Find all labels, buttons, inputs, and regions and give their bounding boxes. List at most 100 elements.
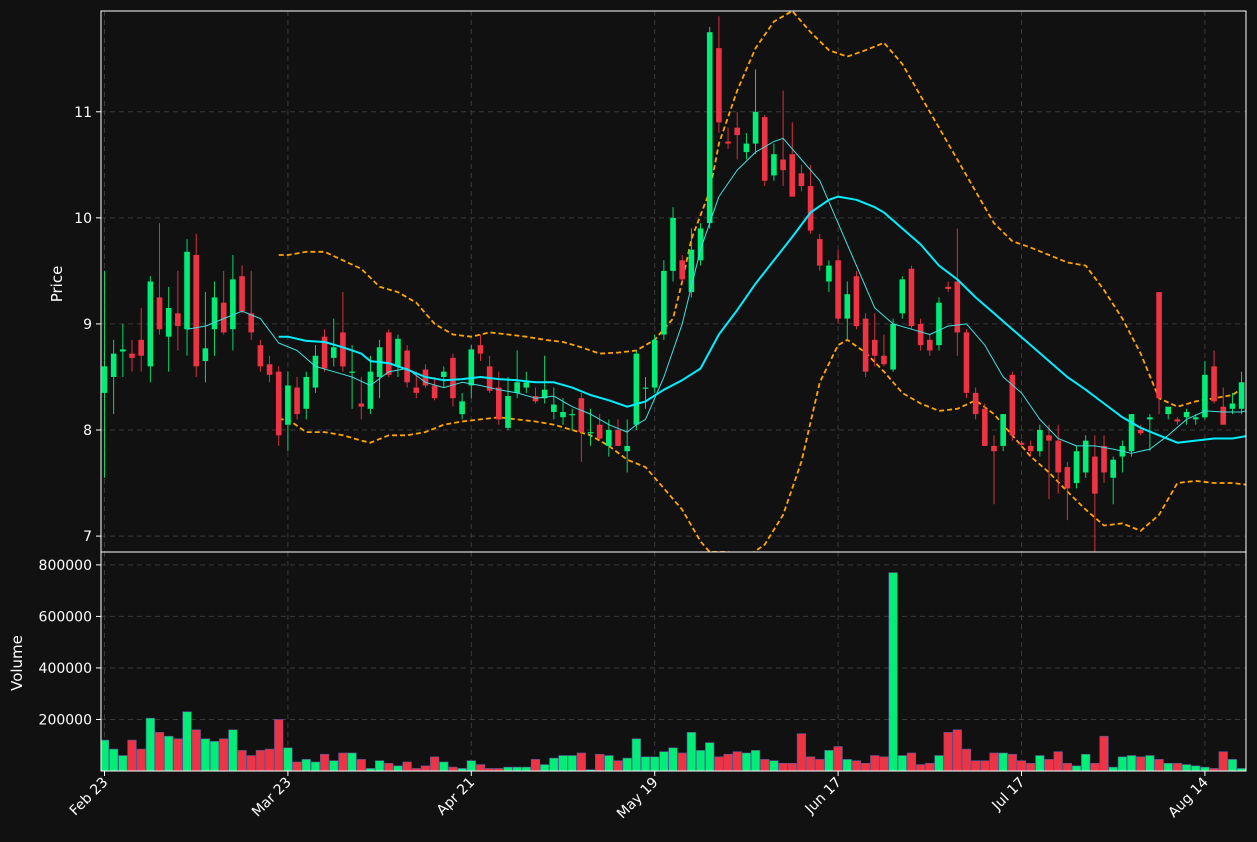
candle-up	[587, 432, 594, 434]
candle-up	[349, 371, 355, 373]
volume-bar	[677, 752, 687, 771]
volume-tick-label: 600000	[39, 609, 92, 625]
candle-up	[1110, 459, 1116, 478]
candle-down	[991, 445, 997, 452]
volume-bar	[109, 748, 119, 771]
volume-bar	[549, 757, 559, 771]
volume-bar	[219, 738, 229, 771]
candle-up	[752, 111, 759, 144]
candle-down	[294, 387, 300, 415]
volume-bar	[925, 762, 935, 771]
volume-bar	[1071, 765, 1082, 771]
volume-bar	[558, 755, 568, 771]
candle-up	[541, 389, 548, 399]
candle-up	[1192, 417, 1199, 420]
candle-down	[321, 336, 328, 369]
volume-bar	[952, 729, 962, 771]
candle-down	[266, 364, 273, 375]
candle-up	[606, 430, 612, 446]
volume-bar	[191, 729, 201, 771]
candle-up	[899, 279, 906, 314]
candle-up	[202, 348, 209, 362]
moving-average-fast-line	[186, 137, 1246, 454]
volume-bar	[430, 756, 440, 771]
candlestick-series	[101, 16, 1245, 552]
volume-bar	[998, 752, 1008, 771]
candle-up	[844, 294, 851, 319]
candle-down	[816, 239, 823, 266]
candle-down	[853, 276, 860, 327]
volume-bar	[347, 752, 357, 771]
candle-down	[496, 387, 502, 420]
candle-down	[385, 332, 392, 375]
candle-down	[982, 408, 988, 446]
volume-bar	[1035, 755, 1045, 771]
volume-bar	[778, 762, 788, 771]
candle-down	[954, 281, 961, 333]
volume-bar	[668, 747, 678, 771]
volume-bar	[209, 741, 220, 771]
volume-bar	[1117, 756, 1127, 771]
volume-bar	[934, 755, 944, 771]
volume-bar	[705, 742, 715, 771]
candle-down	[1156, 292, 1162, 399]
price-tick-label: 8	[83, 423, 92, 439]
candle-up	[440, 371, 447, 377]
candle-up	[514, 382, 520, 393]
volume-bar	[686, 732, 696, 771]
volume-bar	[384, 762, 394, 771]
candle-up	[468, 349, 475, 386]
candle-down	[596, 424, 603, 439]
moving-average-slow-line	[278, 195, 1246, 444]
volume-bar	[173, 738, 183, 771]
candle-up	[1082, 440, 1089, 473]
candle-up	[285, 385, 291, 425]
volume-bar	[943, 732, 953, 771]
volume-bar	[310, 761, 321, 771]
panel-frames	[100, 10, 1247, 772]
volume-bar	[182, 711, 192, 771]
volume-panel-frame	[100, 551, 1247, 772]
candle-up	[688, 249, 695, 293]
candle-up	[771, 154, 777, 176]
candle-up	[551, 404, 557, 412]
volume-bar	[1163, 762, 1173, 771]
candle-down	[679, 260, 686, 280]
candle-down	[1046, 435, 1052, 441]
volume-bar	[1099, 735, 1109, 771]
volume-bar	[1145, 755, 1155, 771]
candle-down	[945, 286, 951, 289]
volume-bar	[805, 756, 816, 771]
volume-bar	[833, 746, 843, 771]
volume-bar	[870, 755, 880, 771]
candle-down	[716, 48, 722, 123]
candle-up	[890, 323, 896, 370]
bollinger-lower-line	[278, 338, 1246, 552]
volume-bar	[145, 717, 155, 771]
volume-bar	[1007, 753, 1017, 771]
candle-down	[1009, 374, 1016, 436]
volume-bar	[274, 719, 284, 771]
volume-bar	[420, 765, 431, 771]
volume-bar	[1090, 762, 1100, 771]
candle-up	[1000, 414, 1006, 446]
volume-bar	[879, 756, 889, 771]
volume-tick-label: 800000	[39, 558, 92, 574]
candle-up	[459, 401, 465, 415]
candle-up	[523, 382, 530, 388]
volume-bar	[760, 759, 770, 771]
candle-up	[1238, 382, 1245, 409]
candle-up	[303, 376, 310, 409]
volume-bar	[393, 765, 403, 771]
volume-bar	[246, 755, 256, 771]
volume-bar	[530, 759, 541, 771]
volume-bar	[136, 748, 146, 771]
volume-bar	[1044, 759, 1054, 771]
volume-grid	[101, 552, 1246, 771]
volume-bar	[374, 760, 385, 771]
candle-up	[642, 387, 649, 389]
candle-up	[110, 353, 117, 377]
volume-bar	[787, 762, 797, 771]
volume-bar	[319, 753, 330, 771]
